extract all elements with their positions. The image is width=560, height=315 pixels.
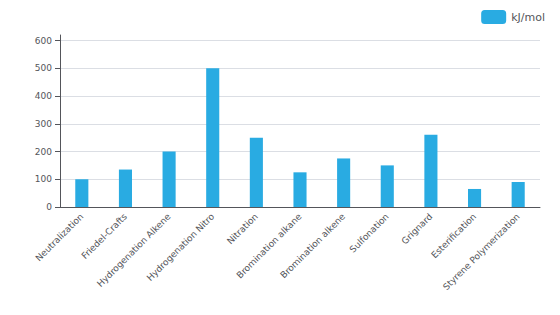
- svg-text:Grignard: Grignard: [400, 211, 435, 246]
- svg-text:Neutralization: Neutralization: [34, 211, 86, 263]
- svg-text:Hydrogenation Alkene: Hydrogenation Alkene: [95, 211, 173, 289]
- svg-text:Sulfonation: Sulfonation: [348, 211, 391, 254]
- svg-text:300: 300: [35, 119, 52, 129]
- svg-text:Styrene Polymerization: Styrene Polymerization: [441, 211, 522, 292]
- svg-text:Nitration: Nitration: [225, 211, 260, 246]
- svg-text:600: 600: [35, 36, 52, 46]
- svg-text:kJ/mol: kJ/mol: [511, 11, 545, 24]
- svg-text:Hydrogenation Nitro: Hydrogenation Nitro: [145, 211, 216, 282]
- svg-text:100: 100: [35, 174, 52, 184]
- svg-text:500: 500: [35, 63, 52, 73]
- svg-text:400: 400: [35, 91, 52, 101]
- svg-text:Friedel-Crafts: Friedel-Crafts: [80, 211, 130, 261]
- svg-text:0: 0: [46, 202, 52, 212]
- svg-text:200: 200: [35, 147, 52, 157]
- svg-text:Esterification: Esterification: [429, 211, 478, 260]
- svg-text:Bromination alkene: Bromination alkene: [278, 211, 347, 280]
- svg-text:Bromination alkane: Bromination alkane: [234, 211, 304, 281]
